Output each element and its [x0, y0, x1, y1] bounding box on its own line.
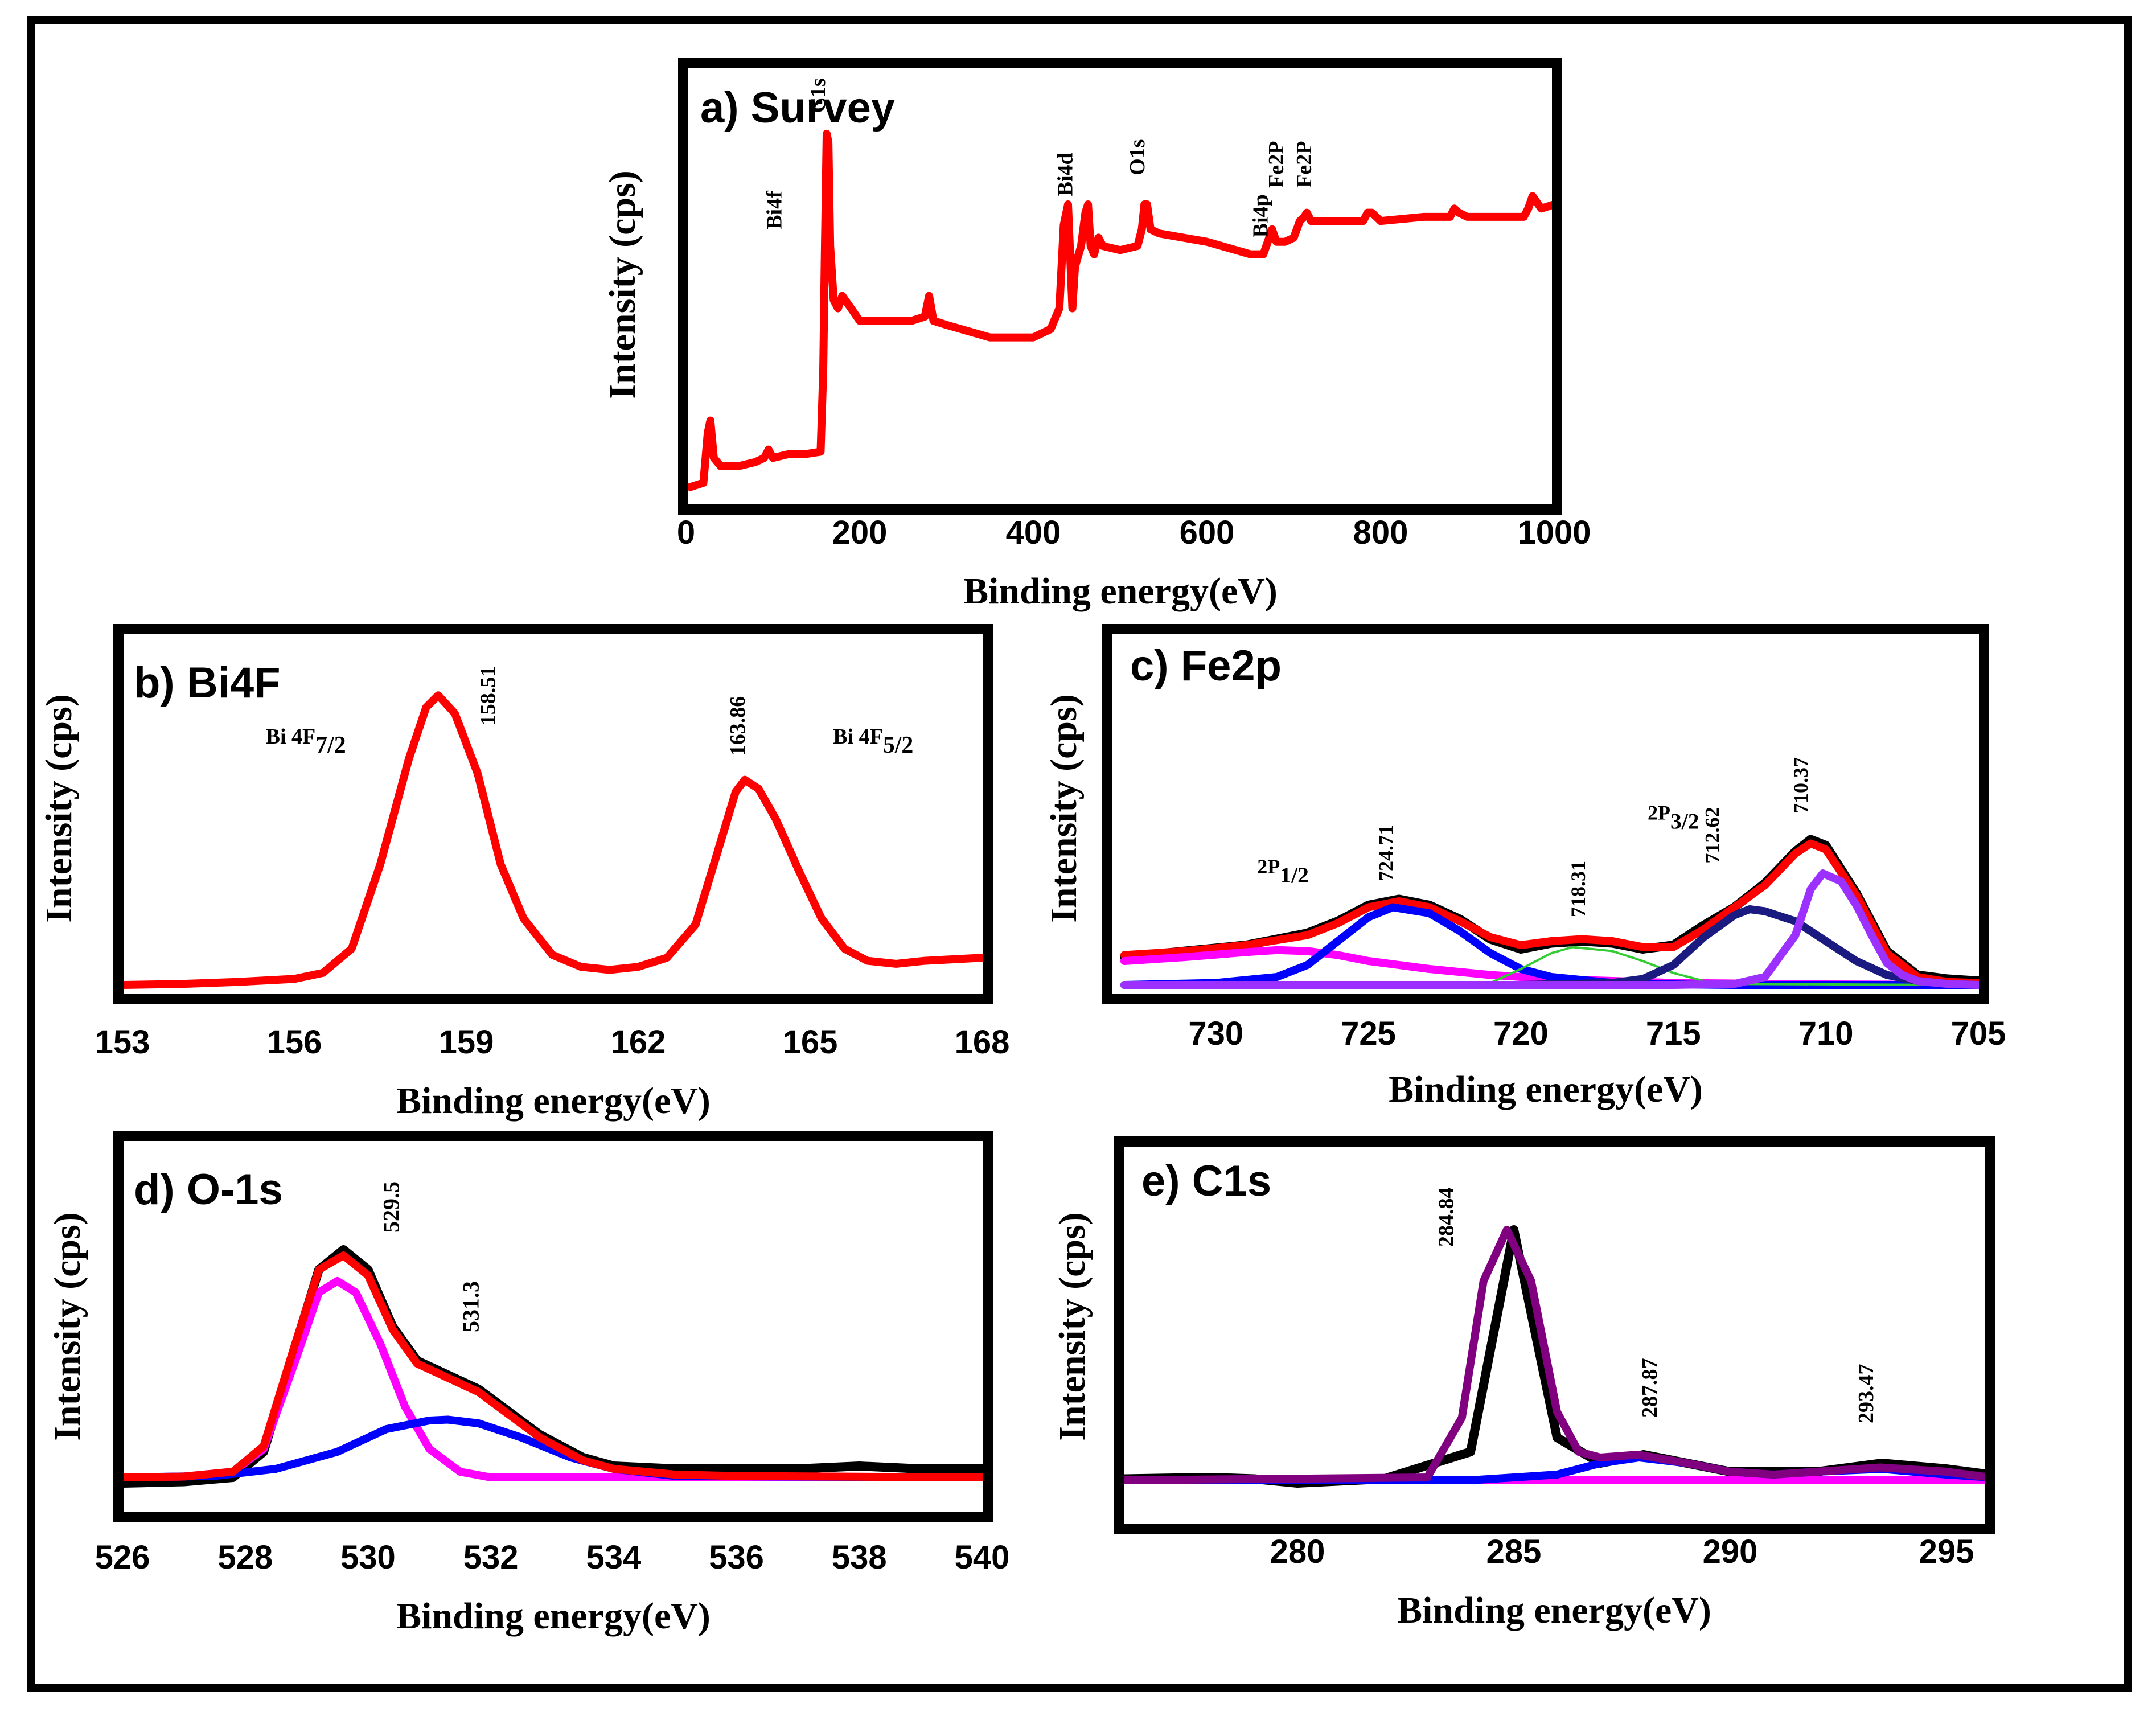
x-tick-label-survey: 600: [1180, 514, 1235, 551]
x-axis-label-bi4f: Binding energy(eV): [396, 1080, 711, 1122]
y-axis-label-c1s: Intensity (cps): [1052, 1212, 1093, 1441]
peak-label-fe2p-1: 724.71: [1374, 825, 1397, 881]
series-line-fe2p-6: [1120, 869, 1979, 989]
peak-label-fe2p-0: 2P1/2: [1257, 855, 1309, 888]
peak-label-bi4f-0: 158.51: [476, 666, 500, 726]
x-tick-label-bi4f: 165: [783, 1024, 838, 1061]
panel-title-bi4f: b) Bi4F: [134, 659, 281, 707]
x-tick-label-survey: 200: [832, 514, 888, 551]
x-tick-label-o1s: 540: [955, 1539, 1010, 1576]
x-tick-label-fe2p: 725: [1341, 1015, 1396, 1052]
x-tick-label-c1s: 285: [1486, 1533, 1542, 1570]
peak-label-c1s-1: 287.87: [1638, 1358, 1662, 1418]
x-tick-label-o1s: 538: [832, 1539, 887, 1576]
series-group-survey: [688, 129, 1552, 491]
peak-label-fe2p-5: 710.37: [1789, 757, 1812, 814]
peak-label-survey-3: O1s: [1126, 139, 1149, 175]
peak-label-main: Bi 4F: [833, 725, 883, 749]
x-tick-label-fe2p: 705: [1951, 1015, 2006, 1052]
series-group-o1s: [124, 1245, 983, 1488]
peak-label-survey-5: Fe2P: [1264, 141, 1288, 188]
series-group-c1s: [1124, 1225, 1985, 1488]
panel-title-fe2p: c) Fe2p: [1130, 642, 1282, 690]
peak-label-survey-0: Bi4f: [763, 190, 787, 229]
x-tick-label-c1s: 290: [1703, 1533, 1758, 1570]
peak-label-bi4f-1: 163.86: [726, 696, 750, 756]
peak-label-fe2p-2: 718.31: [1567, 861, 1590, 917]
peak-label-subscript: 3/2: [1670, 809, 1699, 834]
x-tick-label-survey: 0: [677, 514, 695, 551]
panel-bi4f: 153 156 159 162 165 168 b) Bi4F Binding energy(…: [38, 624, 1010, 1122]
peak-label-survey-2: Bi4d: [1054, 153, 1078, 196]
x-tick-label-survey: 800: [1353, 514, 1408, 551]
plot-frame-fe2p: [1102, 624, 1989, 1004]
x-tick-label-o1s: 526: [95, 1539, 150, 1576]
series-line-survey-0: [688, 129, 1552, 491]
panel-title-c1s: e) C1s: [1141, 1157, 1271, 1205]
plot-frame-c1s: [1114, 1136, 1995, 1534]
peak-label-survey-6: Fe2P: [1292, 141, 1316, 188]
panel-o1s: 526 528 530 532 534 536 538 540 d) O-1s Binding e…: [47, 1131, 1010, 1637]
y-axis-label-o1s: Intensity (cps): [47, 1212, 88, 1441]
peak-label-o1s-0: 529.5: [378, 1181, 404, 1233]
x-tick-label-o1s: 534: [586, 1539, 641, 1576]
peak-label-survey-4: Bi4p: [1249, 194, 1273, 237]
series-group-bi4f: [124, 691, 983, 989]
peak-label-main: 2P: [1648, 802, 1670, 824]
plot-frame-bi4f: [113, 624, 993, 1004]
plot-frame-o1s: [113, 1131, 993, 1522]
x-tick-label-bi4f: 168: [955, 1024, 1010, 1061]
x-tick-label-bi4f: 159: [439, 1024, 494, 1061]
x-axis-label-survey: Binding energy(eV): [963, 570, 1278, 612]
peak-label-subscript: 7/2: [315, 732, 346, 758]
x-axis-label-c1s: Binding energy(eV): [1397, 1590, 1711, 1631]
panel-title-o1s: d) O-1s: [134, 1165, 283, 1214]
x-tick-label-o1s: 536: [709, 1539, 764, 1576]
plot-frame-survey: [678, 58, 1562, 515]
x-tick-label-fe2p: 715: [1646, 1015, 1701, 1052]
x-tick-label-fe2p: 720: [1493, 1015, 1549, 1052]
series-line-c1s-3: [1124, 1226, 1985, 1484]
series-line-o1s-3: [124, 1251, 983, 1481]
peak-label-main: 2P: [1257, 855, 1280, 878]
peak-label-subscript: 1/2: [1280, 863, 1309, 888]
x-tick-label-bi4f: 156: [267, 1024, 322, 1061]
panel-survey: 0 200 400 600 800 1000 a) Survey Binding energy…: [602, 58, 1591, 612]
peak-label-subscript: 5/2: [883, 732, 913, 758]
y-axis-label-bi4f: Intensity (cps): [38, 694, 80, 923]
peak-label-survey-1: C1s: [806, 78, 830, 113]
peak-label-main: Bi 4F: [266, 725, 316, 749]
peak-label-o1s-1: 531.3: [458, 1281, 484, 1332]
x-tick-label-bi4f: 153: [95, 1024, 150, 1061]
peak-label-fe2p-4: 712.62: [1701, 807, 1724, 864]
panel-fe2p: 730 725 720 715 710 705 c) Fe2p Binding energy(…: [1043, 624, 2006, 1110]
peak-label-bi4f-3: Bi 4F5/2: [833, 725, 913, 758]
peak-label-bi4f-2: Bi 4F7/2: [266, 725, 346, 758]
x-tick-label-survey: 1000: [1517, 514, 1591, 551]
x-tick-label-survey: 400: [1006, 514, 1061, 551]
x-tick-label-fe2p: 710: [1798, 1015, 1854, 1052]
series-line-bi4f-0: [124, 691, 983, 989]
panels: 0 200 400 600 800 1000 a) Survey Binding energy…: [38, 58, 2006, 1637]
series-line-fe2p-1: [1120, 839, 1979, 987]
peak-label-fe2p-3: 2P3/2: [1648, 802, 1699, 834]
x-axis-label-o1s: Binding energy(eV): [396, 1595, 711, 1637]
series-group-fe2p: [1120, 835, 1979, 989]
x-tick-label-o1s: 528: [217, 1539, 273, 1576]
x-tick-label-bi4f: 162: [611, 1024, 666, 1061]
peak-label-c1s-0: 284.84: [1435, 1188, 1459, 1247]
y-axis-label-survey: Intensity (cps): [602, 170, 643, 399]
x-tick-label-c1s: 295: [1919, 1533, 1974, 1570]
x-axis-label-fe2p: Binding energy(eV): [1389, 1069, 1703, 1110]
peak-label-c1s-2: 293.47: [1854, 1364, 1878, 1424]
x-tick-label-c1s: 280: [1270, 1533, 1325, 1570]
figure-outer-border: [27, 16, 2132, 1692]
x-tick-label-o1s: 532: [463, 1539, 519, 1576]
x-tick-label-o1s: 530: [340, 1539, 396, 1576]
x-tick-label-fe2p: 730: [1188, 1015, 1243, 1052]
panel-title-survey: a) Survey: [700, 84, 895, 132]
y-axis-label-fe2p: Intensity (cps): [1043, 694, 1085, 923]
panel-c1s: 280 285 290 295 e) C1s Binding energy(eV) Inte…: [1052, 1136, 1995, 1631]
